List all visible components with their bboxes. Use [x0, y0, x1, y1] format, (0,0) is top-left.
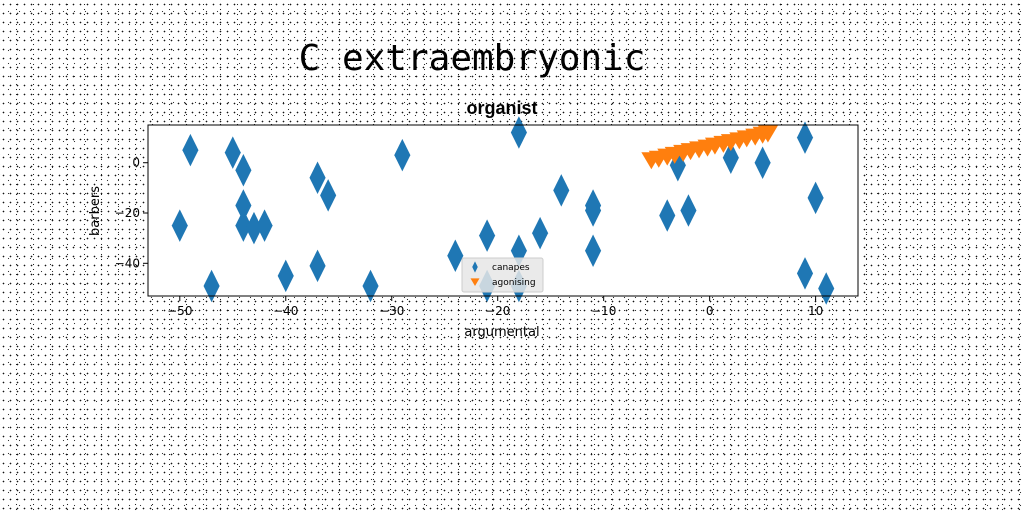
data-point-canapes-7 [245, 211, 263, 245]
plot-frame [147, 124, 859, 297]
y-tick-label: −40 [115, 256, 140, 270]
x-tick-label: 10 [808, 304, 823, 318]
data-point-canapes-8 [256, 209, 273, 242]
data-point-canapes-6 [235, 209, 252, 242]
legend-label-canapes: canapes [492, 263, 530, 273]
x-axis-label: argumental [464, 325, 539, 340]
y-axis-label: barbers [88, 186, 103, 236]
data-point-canapes-12 [320, 179, 337, 212]
legend-marker-agonising [470, 278, 480, 287]
x-tick-label: −30 [379, 304, 404, 318]
data-point-canapes-30 [754, 146, 771, 179]
x-tick-label: −20 [485, 304, 510, 318]
x-tick-label: −50 [167, 304, 192, 318]
data-point-canapes-33 [807, 181, 824, 215]
y-axis-ticks: −40 −20 0 [115, 156, 148, 270]
data-point-canapes-4 [235, 154, 252, 187]
series-canapes [171, 116, 835, 305]
data-point-canapes-18 [510, 116, 527, 149]
data-point-canapes-28 [680, 194, 697, 227]
data-point-canapes-3 [224, 136, 241, 169]
data-point-canapes-16 [479, 219, 496, 252]
data-point-canapes-14 [394, 138, 411, 172]
x-axis-ticks: −50 −40 −30 −20 −10 0 10 [167, 296, 823, 318]
data-point-canapes-25 [585, 234, 602, 267]
legend-label-agonising: agonising [492, 278, 536, 288]
points-layer [171, 116, 835, 305]
x-tick-label: −10 [591, 304, 616, 318]
y-tick-label: −20 [115, 206, 140, 220]
data-point-canapes-0 [171, 209, 188, 242]
data-point-canapes-26 [659, 199, 676, 232]
legend-box [461, 257, 544, 293]
x-tick-label: −40 [273, 304, 298, 318]
data-point-canapes-34 [818, 272, 835, 305]
data-point-canapes-15 [447, 239, 464, 273]
data-point-canapes-13 [362, 269, 379, 303]
data-point-canapes-31 [796, 121, 814, 154]
data-point-canapes-2 [203, 269, 220, 303]
chart-title: organist [466, 98, 537, 118]
data-point-canapes-1 [182, 133, 199, 167]
data-point-canapes-24 [585, 194, 602, 227]
data-point-canapes-29 [722, 141, 739, 174]
series-agonising [641, 125, 778, 170]
data-point-canapes-19 [510, 234, 527, 267]
x-tick-label: 0 [706, 304, 714, 318]
legend: canapes agonising [461, 257, 544, 293]
data-point-canapes-22 [553, 174, 570, 207]
data-point-canapes-10 [309, 161, 326, 195]
figure-supertitle: C extraembryonic [299, 38, 646, 79]
y-tick-label: 0 [132, 156, 140, 170]
data-point-canapes-11 [309, 249, 326, 283]
data-point-canapes-5 [235, 189, 252, 222]
data-point-agonising-15 [757, 125, 778, 143]
data-point-canapes-9 [277, 259, 294, 293]
data-point-canapes-21 [532, 216, 549, 250]
data-point-canapes-32 [796, 257, 814, 290]
legend-marker-canapes [472, 261, 478, 273]
